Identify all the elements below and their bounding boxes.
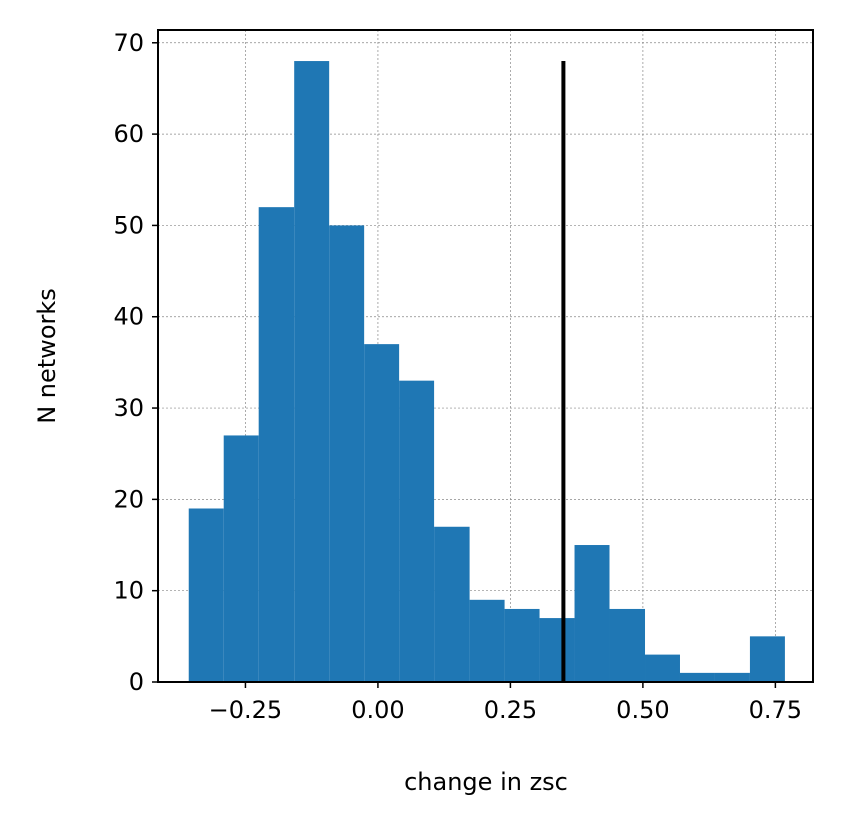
bar (294, 61, 330, 683)
y-tick-label: 30 (113, 394, 144, 422)
bar (679, 672, 715, 682)
x-tick-label: 0.50 (616, 696, 669, 724)
x-tick-label: −0.25 (209, 696, 283, 724)
bar (188, 508, 224, 682)
bar (258, 207, 295, 683)
bar (574, 545, 610, 682)
bar (223, 435, 259, 682)
x-tick-label: 0.75 (749, 696, 802, 724)
y-axis-label: N networks (33, 288, 61, 424)
bar (469, 599, 505, 682)
bar (329, 225, 365, 683)
bar (504, 608, 540, 682)
y-tick-label: 0 (129, 668, 144, 696)
y-tick-label: 10 (113, 577, 144, 605)
bar (364, 344, 400, 682)
x-tick-label: 0.25 (484, 696, 537, 724)
x-tick-label: 0.00 (351, 696, 404, 724)
bar (539, 618, 575, 682)
plot-frame (157, 29, 814, 683)
y-tick-label: 40 (113, 303, 144, 331)
y-tick-label: 20 (113, 485, 144, 513)
bar (609, 608, 646, 682)
y-tick-label: 70 (113, 29, 144, 57)
bar (434, 526, 470, 682)
y-tick-label: 50 (113, 211, 144, 239)
bar (749, 636, 785, 682)
x-axis-label: change in zsc (404, 768, 568, 796)
bar (645, 654, 680, 682)
bar (399, 380, 435, 682)
bar (714, 672, 750, 682)
y-tick-label: 60 (113, 120, 144, 148)
